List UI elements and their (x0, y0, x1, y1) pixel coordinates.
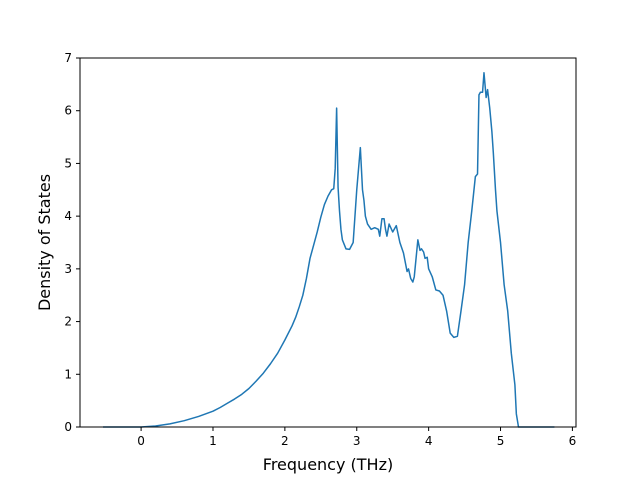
x-axis-label: Frequency (THz) (263, 455, 393, 474)
x-tick-label: 2 (281, 434, 289, 448)
y-tick-label: 7 (64, 51, 72, 65)
y-tick-label: 5 (64, 156, 72, 170)
y-tick-label: 1 (64, 367, 72, 381)
x-tick-label: 0 (137, 434, 145, 448)
x-tick-label: 1 (209, 434, 217, 448)
y-tick-label: 6 (64, 104, 72, 118)
axes-frame (79, 57, 577, 428)
x-tick-label: 5 (497, 434, 505, 448)
y-tick-label: 3 (64, 262, 72, 276)
dos-series-line-0 (103, 72, 555, 428)
plot-area (103, 72, 555, 428)
x-axis-ticks: 0 1 2 3 4 5 6 (137, 427, 576, 448)
y-axis-label: Density of States (35, 174, 54, 311)
x-tick-label: 6 (569, 434, 577, 448)
y-tick-label: 2 (64, 315, 72, 329)
x-tick-label: 3 (353, 434, 361, 448)
y-tick-label: 0 (64, 420, 72, 434)
y-tick-label: 4 (64, 209, 72, 223)
y-axis-ticks: 0 1 2 3 4 5 6 7 (64, 51, 80, 434)
x-tick-label: 4 (425, 434, 433, 448)
